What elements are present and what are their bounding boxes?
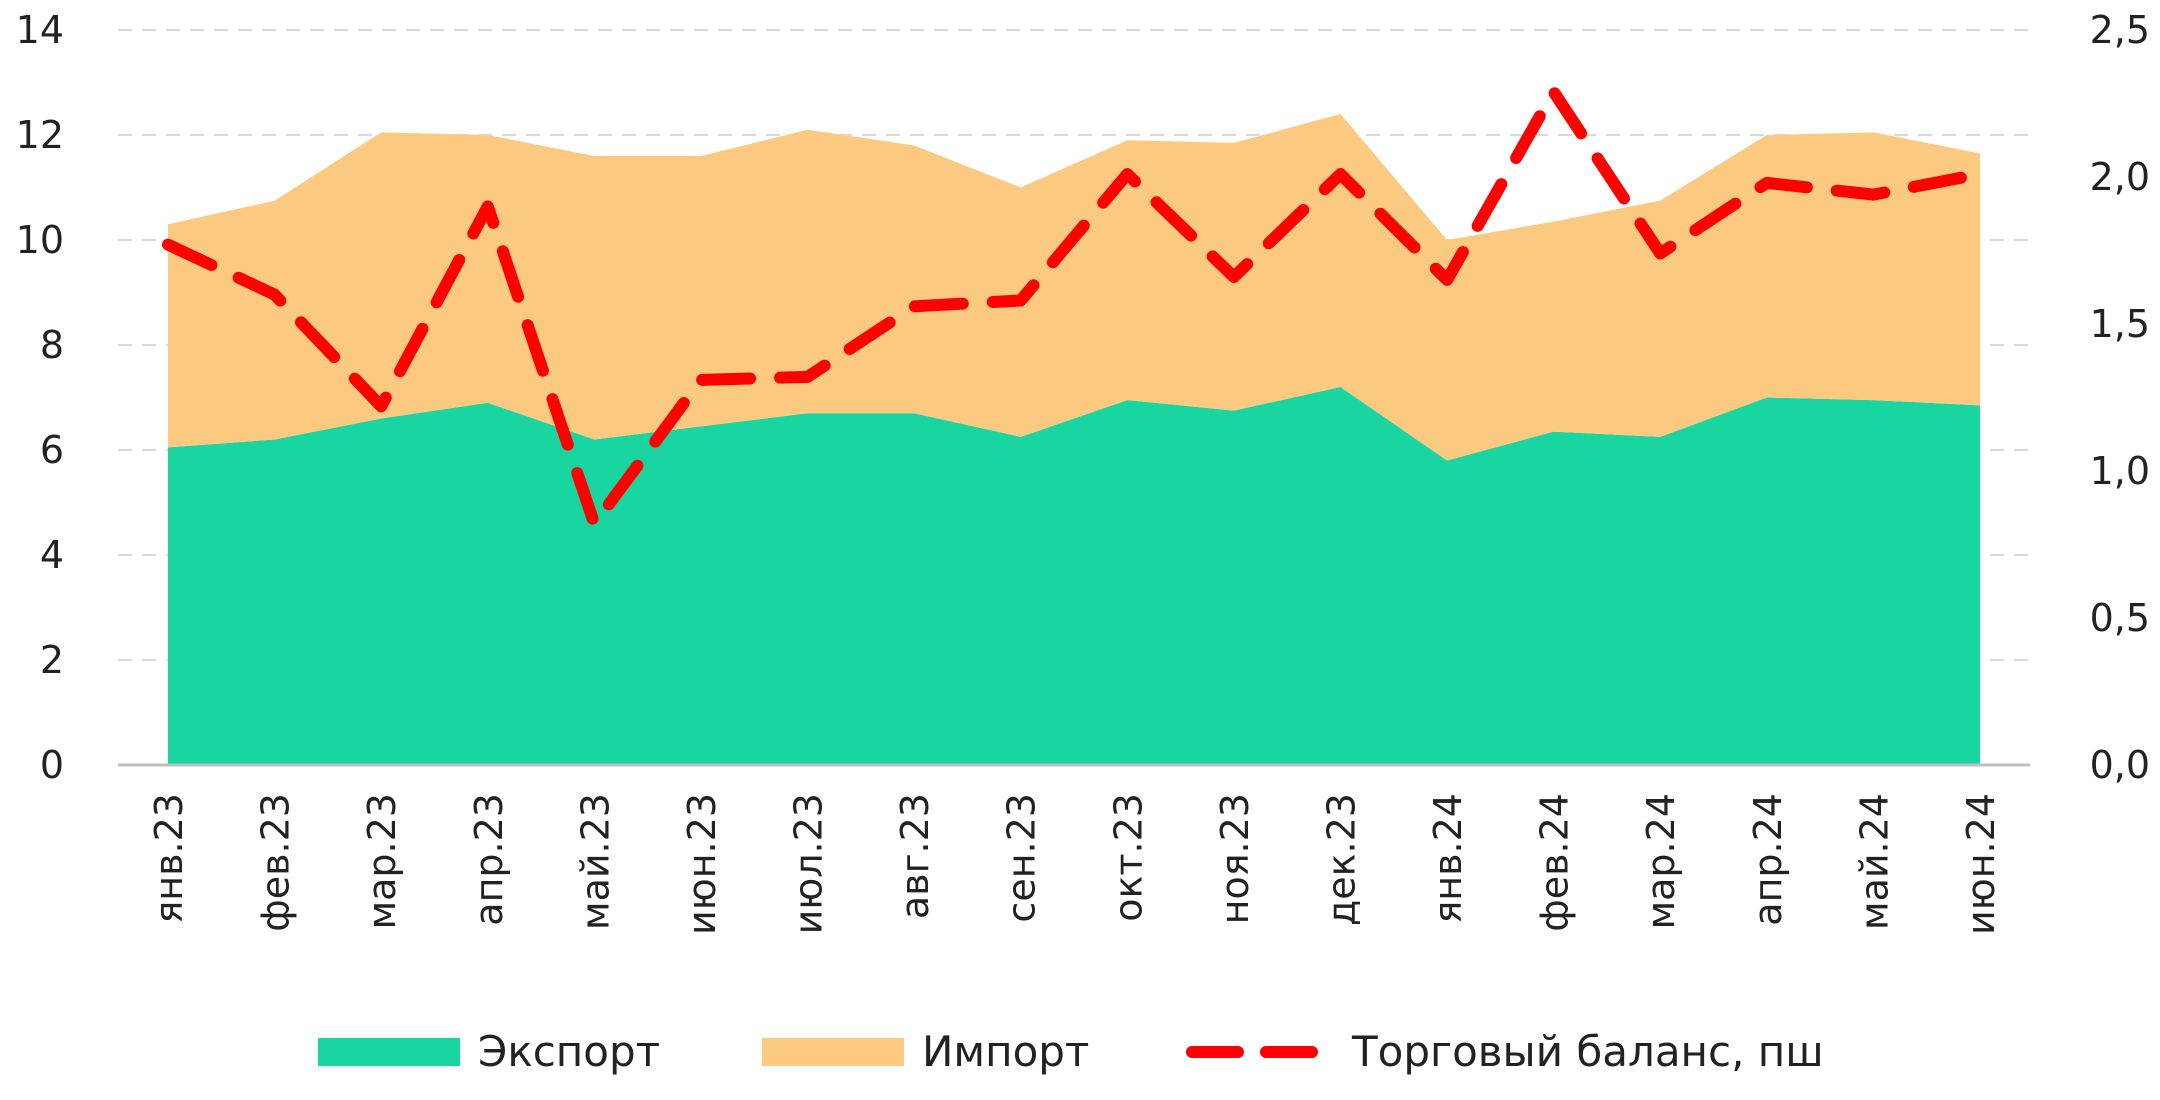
stacked-areas (168, 114, 1980, 765)
x-tick: янв.23 (147, 793, 191, 924)
legend-swatch-export (318, 1038, 460, 1066)
left-y-tick-labels: 0 2 4 6 8 10 12 14 (16, 8, 64, 787)
x-tick: апр.24 (1746, 793, 1790, 926)
x-tick: дек.23 (1319, 793, 1363, 926)
x-tick: янв.24 (1426, 793, 1470, 924)
x-tick: июл.23 (787, 793, 831, 934)
right-y-tick: 2,5 (2090, 8, 2150, 52)
x-tick: сен.23 (1000, 793, 1044, 923)
x-tick: мар.23 (360, 793, 404, 930)
x-tick: апр.23 (467, 793, 511, 926)
right-y-tick: 0,5 (2090, 596, 2150, 640)
x-tick-labels: янв.23 фев.23 мар.23 апр.23 май.23 июн.23 июл.… (147, 793, 2003, 935)
left-y-tick: 4 (40, 533, 64, 577)
legend-swatch-import (762, 1038, 904, 1066)
left-y-tick: 12 (16, 113, 64, 157)
balance-line-layer (162, 85, 1986, 530)
legend-label-balance: Торговый баланс, пш (1351, 1027, 1824, 1076)
balance-line (162, 85, 1986, 530)
left-y-tick: 6 (40, 428, 64, 472)
legend: Экспорт Импорт Торговый баланс, пш (318, 1027, 1824, 1076)
right-y-tick: 1,0 (2090, 449, 2150, 493)
left-y-tick: 0 (40, 743, 64, 787)
x-tick: ноя.23 (1213, 793, 1257, 924)
area-import (168, 114, 1980, 461)
x-tick: авг.23 (893, 793, 937, 919)
right-y-tick: 0,0 (2090, 743, 2150, 787)
right-y-tick: 2,0 (2090, 155, 2150, 199)
x-tick: мар.24 (1639, 793, 1683, 930)
left-y-tick: 14 (16, 8, 64, 52)
area-export (168, 387, 1980, 765)
x-tick: фев.24 (1533, 793, 1577, 932)
x-tick: май.24 (1852, 793, 1896, 930)
x-tick: окт.23 (1106, 793, 1150, 922)
right-y-tick: 1,5 (2090, 302, 2150, 346)
legend-label-import: Импорт (922, 1027, 1089, 1076)
left-y-tick: 10 (16, 218, 64, 262)
legend-label-export: Экспорт (478, 1027, 660, 1076)
x-tick: июн.24 (1959, 793, 2003, 935)
x-tick: май.23 (573, 793, 617, 930)
left-y-tick: 2 (40, 638, 64, 682)
x-tick: июн.23 (680, 793, 724, 935)
right-y-tick-labels: 0,0 0,5 1,0 1,5 2,0 2,5 (2090, 8, 2150, 787)
x-tick: фев.23 (254, 793, 298, 932)
left-y-tick: 8 (40, 323, 64, 367)
